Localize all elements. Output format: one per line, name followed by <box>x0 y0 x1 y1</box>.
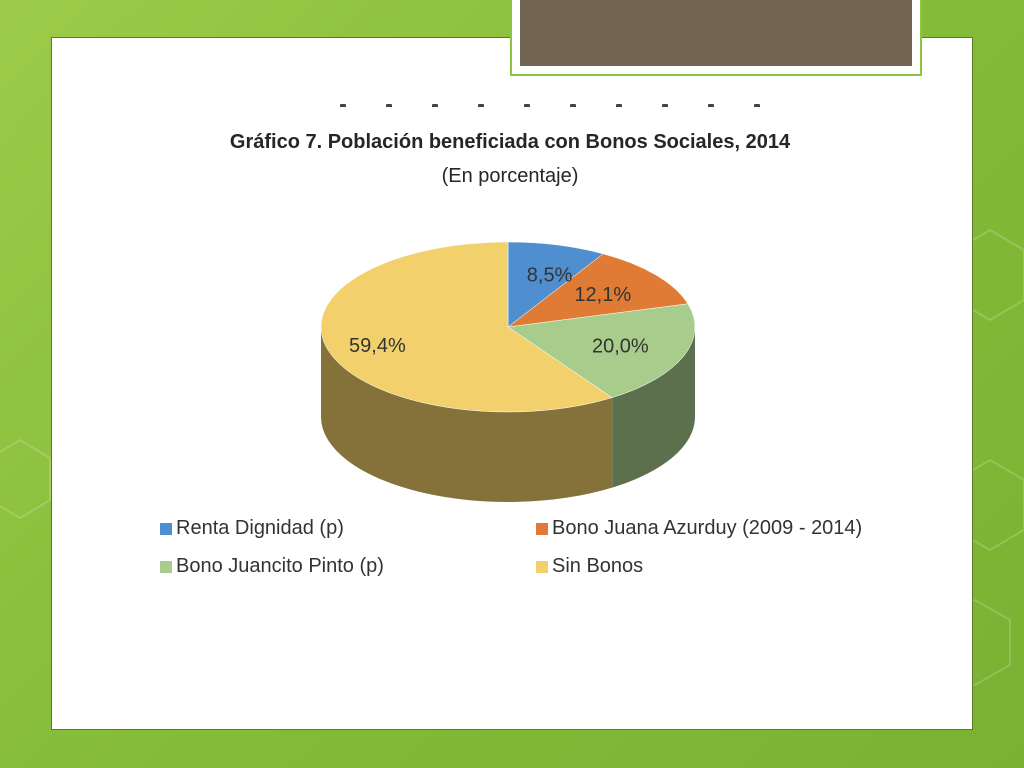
legend-label: Bono Juancito Pinto (p) <box>176 555 384 577</box>
legend-item-3: Sin Bonos <box>536 555 643 578</box>
legend-item-0: Renta Dignidad (p) <box>160 517 344 540</box>
legend-swatch <box>160 522 172 535</box>
legend-label: Bono Juana Azurduy (2009 - 2014) <box>552 517 863 539</box>
legend-item-1: Bono Juana Azurduy (2009 - 2014) <box>536 517 862 540</box>
legend-swatch <box>536 560 548 573</box>
legend-swatch <box>536 522 548 535</box>
pie-slice-2 <box>507 303 696 398</box>
data-label-2: 20,0% <box>592 336 649 358</box>
legend-label: Sin Bonos <box>552 555 644 577</box>
slide-title-tab <box>510 0 922 76</box>
pie-slice-3 <box>320 241 613 413</box>
slide-title-bar <box>520 0 912 66</box>
data-label-0: 8,5% <box>527 265 573 287</box>
data-label-1: 12,1% <box>574 284 631 306</box>
pie-side-3 <box>321 327 613 502</box>
legend-label: Renta Dignidad (p) <box>176 517 344 539</box>
legend-item-2: Bono Juancito Pinto (p) <box>160 555 384 578</box>
chart-title: Gráfico 7. Población beneficiada con Bon… <box>229 131 791 153</box>
chart-subtitle: (En porcentaje) <box>441 165 579 187</box>
pie-slice-0 <box>507 241 604 328</box>
cropped-text-line <box>340 99 810 107</box>
pie-side-2 <box>612 327 695 488</box>
pie-slice-1 <box>507 253 689 328</box>
data-label-3: 59,4% <box>349 335 406 357</box>
legend-swatch <box>160 560 172 573</box>
